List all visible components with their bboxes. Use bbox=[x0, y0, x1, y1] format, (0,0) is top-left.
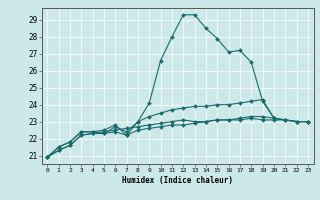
X-axis label: Humidex (Indice chaleur): Humidex (Indice chaleur) bbox=[122, 176, 233, 185]
